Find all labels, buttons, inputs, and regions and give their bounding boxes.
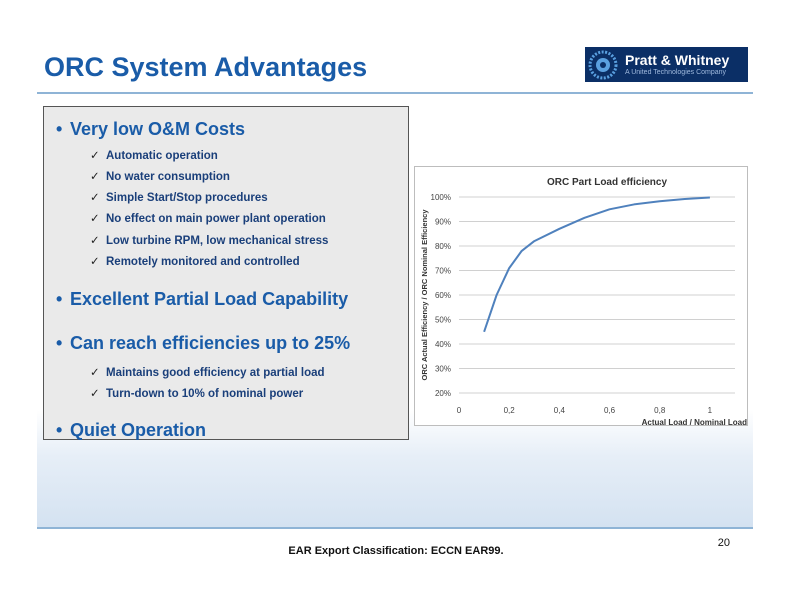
check-icon: ✓ bbox=[90, 192, 100, 204]
slide-title: ORC System Advantages bbox=[44, 52, 368, 82]
x-axis-label: Actual Load / Nominal Load bbox=[642, 418, 747, 425]
y-tick-label: 40% bbox=[435, 340, 451, 349]
check-icon: ✓ bbox=[90, 367, 100, 379]
sub-1-1: ✓ Automatic operation bbox=[90, 150, 218, 162]
eagle-logo-icon bbox=[585, 47, 621, 82]
page-number: 20 bbox=[717, 537, 730, 549]
title-divider bbox=[37, 92, 753, 94]
x-tick-label: 0,2 bbox=[504, 406, 516, 415]
bullet-3: • Can reach efficiencies up to 25% bbox=[56, 333, 351, 353]
bullet-3-text: Can reach efficiencies up to 25% bbox=[70, 333, 351, 353]
y-tick-label: 60% bbox=[435, 291, 451, 300]
sub-1-5: ✓ Low turbine RPM, low mechanical stress bbox=[90, 235, 329, 247]
pratt-whitney-logo: Pratt & Whitney A United Technologies Co… bbox=[585, 47, 748, 82]
y-tick-label: 50% bbox=[435, 316, 451, 325]
logo-name: Pratt & Whitney bbox=[625, 52, 730, 68]
y-tick-label: 100% bbox=[431, 193, 451, 202]
x-tick-label: 0,8 bbox=[654, 406, 666, 415]
check-icon: ✓ bbox=[90, 388, 100, 400]
advantages-panel: • Very low O&M Costs ✓ Automatic operation… bbox=[43, 106, 409, 440]
bullet-1: • Very low O&M Costs bbox=[56, 119, 246, 139]
bullet-1-text: Very low O&M Costs bbox=[70, 119, 246, 139]
sub-3-1: ✓ Maintains good efficiency at partial lo… bbox=[90, 367, 325, 379]
sub-1-6: ✓ Remotely monitored and controlled bbox=[90, 256, 300, 268]
x-tick-label: 0 bbox=[457, 406, 462, 415]
chart-title: ORC Part Load efficiency bbox=[547, 177, 667, 188]
sub-3-2: ✓ Turn-down to 10% of nominal power bbox=[90, 388, 304, 400]
logo-subtitle: A United Technologies Company bbox=[625, 69, 727, 76]
bullet-4: • Quiet Operation bbox=[56, 420, 207, 440]
check-icon: ✓ bbox=[90, 256, 100, 268]
sub-1-3: ✓ Simple Start/Stop procedures bbox=[90, 192, 268, 204]
bullet-2: • Excellent Partial Load Capability bbox=[56, 289, 349, 309]
y-axis-label: ORC Actual Efficiency / ORC Nominal Effi… bbox=[420, 209, 429, 381]
check-icon: ✓ bbox=[90, 235, 100, 247]
part-load-chart: ORC Part Load efficiency 20% 30% 40% 50% 60% 7… bbox=[414, 166, 748, 427]
series-line bbox=[483, 196, 710, 333]
export-classification: EAR Export Classification: ECCN EAR99. bbox=[288, 545, 504, 557]
sub-1-4: ✓ No effect on main power plant operation bbox=[90, 213, 326, 225]
y-tick-label: 80% bbox=[435, 242, 451, 251]
bullet-2-text: Excellent Partial Load Capability bbox=[70, 289, 349, 309]
footer-divider bbox=[37, 527, 753, 529]
check-icon: ✓ bbox=[90, 150, 100, 162]
x-tick-label: 1 bbox=[708, 406, 713, 415]
sub-1-2: ✓ No water consumption bbox=[90, 171, 230, 183]
chart-svg: ORC Part Load efficiency 20% 30% 40% 50% 60% 7… bbox=[420, 177, 747, 427]
check-icon: ✓ bbox=[90, 171, 100, 183]
x-tick-label: 0,4 bbox=[554, 406, 566, 415]
x-tick-label: 0,6 bbox=[604, 406, 616, 415]
y-tick-label: 90% bbox=[435, 218, 451, 227]
bullet-4-text: Quiet Operation bbox=[70, 420, 207, 440]
check-icon: ✓ bbox=[90, 213, 100, 225]
y-tick-label: 20% bbox=[435, 389, 451, 398]
y-tick-label: 30% bbox=[435, 365, 451, 374]
y-tick-label: 70% bbox=[435, 267, 451, 276]
